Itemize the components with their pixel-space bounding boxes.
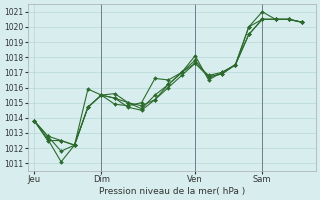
- X-axis label: Pression niveau de la mer( hPa ): Pression niveau de la mer( hPa ): [99, 187, 245, 196]
